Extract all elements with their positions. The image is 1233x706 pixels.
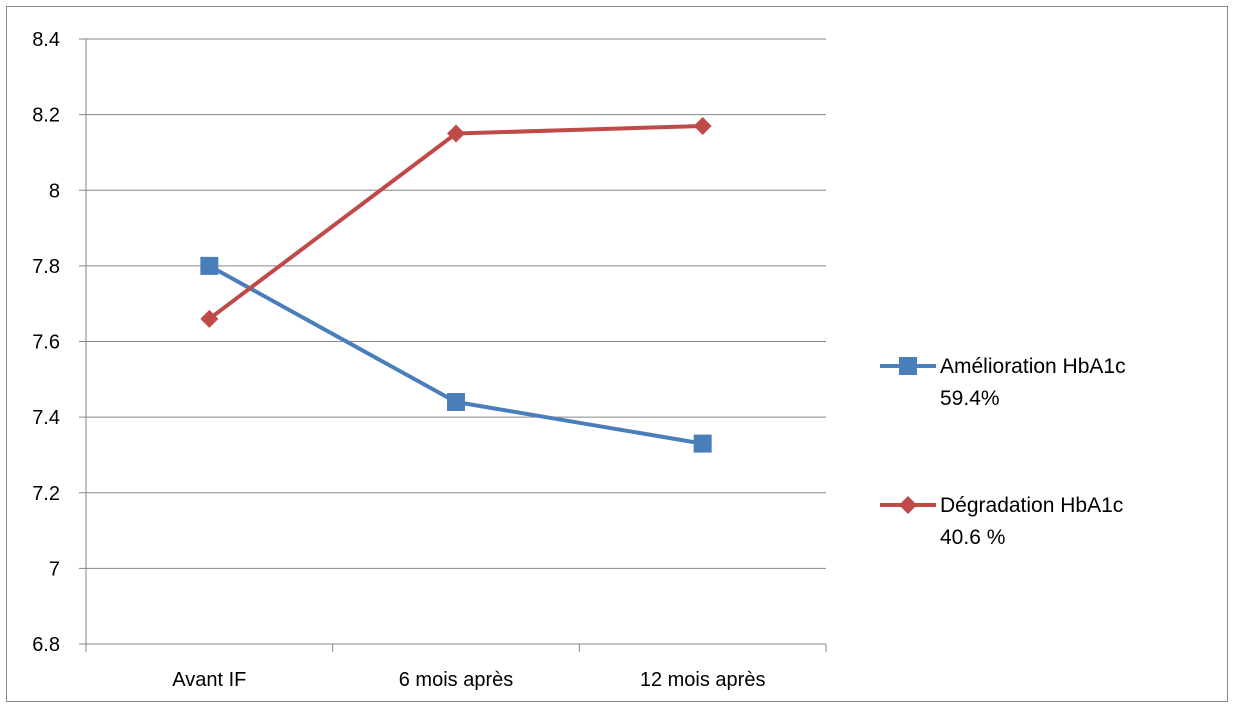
legend-label: Amélioration HbA1c	[940, 355, 1126, 378]
legend-label: 59.4%	[940, 387, 1000, 410]
y-tick-label: 8.2	[32, 105, 60, 127]
axes	[85, 39, 826, 645]
x-tick-label: 6 mois après	[399, 669, 514, 691]
y-tick-label: 7.2	[32, 483, 60, 505]
data-point-diamond	[200, 309, 219, 328]
data-point-square	[447, 393, 465, 411]
legend-label: 40.6 %	[940, 526, 1005, 549]
series-group	[200, 116, 712, 453]
x-tick-labels: Avant IF 6 mois après 12 mois après	[172, 669, 765, 691]
legend-marker-square	[899, 357, 917, 375]
legend-label: Dégradation HbA1c	[940, 494, 1123, 517]
data-point-diamond	[693, 116, 712, 135]
series-line	[208, 123, 703, 321]
data-point-square	[200, 256, 219, 275]
y-tick-label: 7.4	[32, 407, 60, 429]
series-2	[200, 116, 712, 328]
data-point-diamond	[447, 124, 465, 143]
legend-item-2: Dégradation HbA1c 40.6 %	[880, 494, 1123, 549]
y-tick-labels: 6.8 7 7.2 7.4 7.6 7.8 8 8.2 8.4	[32, 29, 60, 656]
legend: Amélioration HbA1c 59.4% Dégradation HbA1c…	[880, 355, 1126, 549]
legend-marker-diamond	[899, 496, 917, 514]
chart-area	[6, 6, 1228, 702]
y-tick-label: 7	[49, 558, 60, 580]
y-tick-label: 7.6	[32, 332, 60, 354]
y-tick-label: 8	[49, 180, 60, 202]
series-1	[200, 256, 712, 453]
y-tick-label: 8.4	[32, 29, 60, 51]
x-tick-label: Avant IF	[172, 669, 246, 691]
x-tick-label: 12 mois après	[640, 669, 766, 691]
y-tick-label: 6.8	[32, 634, 60, 656]
data-point-square	[693, 434, 712, 453]
legend-item-1: Amélioration HbA1c 59.4%	[880, 355, 1126, 410]
y-tick-label: 7.8	[32, 256, 60, 278]
